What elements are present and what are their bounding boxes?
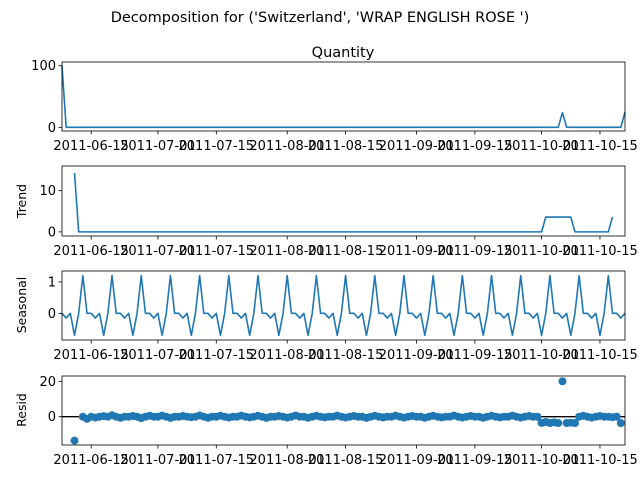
y-tick-label: 0 <box>48 225 56 240</box>
x-tick-label: 2011-09-15 <box>437 453 513 468</box>
resid-point <box>570 419 579 428</box>
x-tick-label: 2011-07-01 <box>120 348 196 363</box>
panel-resid: Resid 0202011-06-152011-07-012011-07-152… <box>14 375 638 468</box>
axes-frame <box>61 270 626 341</box>
resid-point <box>616 419 625 428</box>
x-tick-label: 2011-06-15 <box>53 348 129 363</box>
panel-trend-ylabel: Trend <box>14 184 29 219</box>
resid-point <box>612 412 621 421</box>
x-tick-label: 2011-09-15 <box>437 244 513 259</box>
series-line <box>61 65 626 129</box>
x-tick-label: 2011-10-15 <box>562 139 638 154</box>
axes-frame <box>61 61 626 132</box>
y-tick-label: 20 <box>39 375 56 390</box>
x-tick-label: 2011-09-01 <box>379 348 455 363</box>
x-tick-label: 2011-06-15 <box>53 453 129 468</box>
panel-quantity: Quantity 0 100 2011-06-152011-07-012011-07… <box>31 45 638 154</box>
x-tick-label: 2011-08-15 <box>308 453 384 468</box>
x-tick-label: 2011-10-01 <box>504 244 580 259</box>
figure-suptitle: Decomposition for ('Switzerland', 'WRAP … <box>111 10 530 26</box>
x-tick-label: 2011-07-01 <box>120 453 196 468</box>
series-line <box>61 274 626 337</box>
x-tick-label: 2011-10-15 <box>562 348 638 363</box>
y-tick-label: 100 <box>31 59 56 74</box>
x-tick-label: 2011-07-01 <box>120 139 196 154</box>
x-tick-label: 2011-10-15 <box>562 453 638 468</box>
x-tick-label: 2011-08-01 <box>249 453 325 468</box>
x-tick-label: 2011-07-15 <box>179 244 255 259</box>
x-tick-label: 2011-06-15 <box>53 244 129 259</box>
y-tick-label: 1 <box>48 275 56 290</box>
x-tick-label: 2011-08-01 <box>249 244 325 259</box>
axes-frame <box>61 165 626 237</box>
x-tick-label: 2011-08-15 <box>308 348 384 363</box>
x-tick-label: 2011-09-01 <box>379 139 455 154</box>
x-tick-label: 2011-10-01 <box>504 348 580 363</box>
x-tick-label: 2011-07-15 <box>179 139 255 154</box>
resid-point <box>533 412 542 421</box>
resid-point <box>70 436 79 445</box>
panel-resid-ylabel: Resid <box>14 393 29 427</box>
x-tick-label: 2011-07-15 <box>179 453 255 468</box>
panel-seasonal: Seasonal 0 1 2011-06-152011-07-012011-07-1… <box>14 270 638 363</box>
panel-trend: Trend 0102011-06-152011-07-012011-07-152… <box>14 165 638 259</box>
panel-quantity-title: Quantity <box>312 45 375 61</box>
x-tick-label: 2011-08-15 <box>308 244 384 259</box>
x-tick-label: 2011-10-01 <box>504 139 580 154</box>
x-tick-label: 2011-10-15 <box>562 244 638 259</box>
x-tick-label: 2011-09-01 <box>379 244 455 259</box>
x-tick-label: 2011-08-01 <box>249 139 325 154</box>
x-tick-label: 2011-10-01 <box>504 453 580 468</box>
y-tick-label: 0 <box>48 121 56 136</box>
panel-seasonal-ylabel: Seasonal <box>14 277 29 334</box>
x-tick-label: 2011-08-01 <box>249 348 325 363</box>
y-tick-label: 10 <box>39 184 56 199</box>
y-tick-label: 0 <box>48 410 56 425</box>
x-tick-label: 2011-07-15 <box>179 348 255 363</box>
x-tick-label: 2011-08-15 <box>308 139 384 154</box>
x-tick-label: 2011-07-01 <box>120 244 196 259</box>
axes-frame <box>61 375 626 446</box>
x-tick-label: 2011-09-01 <box>379 453 455 468</box>
x-tick-label: 2011-06-15 <box>53 139 129 154</box>
resid-point <box>558 377 567 386</box>
x-tick-label: 2011-09-15 <box>437 348 513 363</box>
x-tick-label: 2011-09-15 <box>437 139 513 154</box>
resid-point <box>554 419 563 428</box>
series-line <box>73 172 614 233</box>
y-tick-label: 0 <box>48 307 56 322</box>
